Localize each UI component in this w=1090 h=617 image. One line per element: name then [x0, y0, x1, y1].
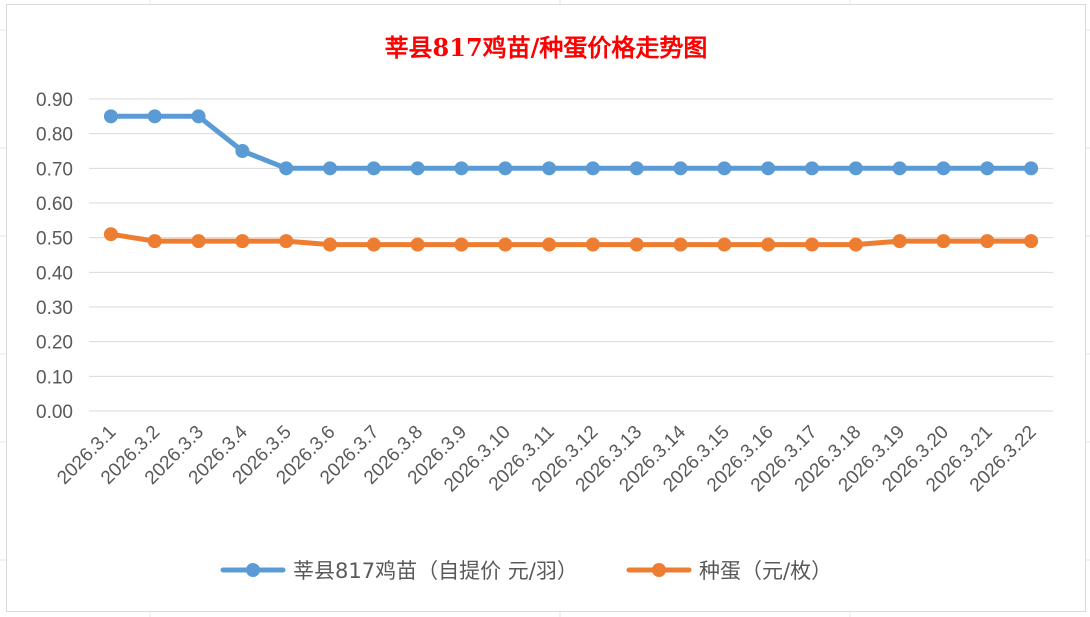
data-point[interactable]: [323, 237, 337, 252]
series-line[interactable]: [108, 113, 1034, 171]
data-point[interactable]: [936, 234, 951, 249]
data-point[interactable]: [323, 161, 337, 176]
legend: 莘县817鸡苗（自提价 元/羽） 种蛋（元/枚）: [220, 559, 832, 583]
legend-label: 莘县817鸡苗（自提价 元/羽）: [293, 559, 578, 583]
data-point[interactable]: [147, 109, 162, 124]
data-point[interactable]: [235, 234, 250, 249]
data-point[interactable]: [103, 227, 118, 242]
data-point[interactable]: [235, 144, 250, 158]
data-point[interactable]: [673, 161, 688, 176]
y-tick-label: 0.80: [36, 125, 73, 146]
y-axis-ticks: 0.00 0.10 0.20 0.30 0.40 0.50 0.60 0.70 0.80 0.90: [36, 90, 73, 423]
data-point[interactable]: [761, 161, 776, 176]
series-line[interactable]: [108, 231, 1034, 248]
legend-item-1[interactable]: 莘县817鸡苗（自提价 元/羽）: [220, 559, 578, 583]
legend-item-2[interactable]: 种蛋（元/枚）: [626, 559, 832, 583]
y-tick-label: 0.30: [36, 298, 73, 319]
data-point[interactable]: [454, 237, 469, 252]
y-tick-label: 0.90: [36, 90, 73, 111]
y-tick-label: 0.50: [36, 229, 73, 250]
data-point[interactable]: [191, 234, 206, 249]
legend-label: 种蛋（元/枚）: [699, 559, 832, 583]
x-axis-ticks: 2026.3.12026.3.22026.3.32026.3.42026.3.5…: [53, 421, 1040, 496]
data-point[interactable]: [542, 237, 557, 252]
data-point[interactable]: [498, 237, 513, 252]
data-point[interactable]: [410, 237, 425, 252]
data-point[interactable]: [410, 161, 425, 176]
chart-canvas: 莘县817鸡苗/种蛋价格走势图 0.00 0.10 0.20 0.30 0.40 0.50…: [36, 33, 1053, 583]
data-point[interactable]: [892, 234, 907, 249]
y-tick-label: 0.10: [36, 367, 73, 388]
data-point[interactable]: [585, 161, 600, 176]
series-2[interactable]: [103, 227, 1039, 252]
data-point[interactable]: [673, 237, 688, 252]
data-point[interactable]: [498, 161, 513, 176]
legend-marker-swatch: [246, 563, 260, 577]
data-point[interactable]: [980, 161, 995, 176]
data-point[interactable]: [279, 161, 294, 176]
chart-area[interactable]: 莘县817鸡苗/种蛋价格走势图 0.00 0.10 0.20 0.30 0.40 0.50…: [6, 4, 1086, 612]
data-point[interactable]: [761, 237, 776, 252]
data-point[interactable]: [366, 161, 381, 176]
data-point[interactable]: [892, 161, 907, 176]
series-layer: [103, 109, 1039, 252]
y-tick-label: 0.20: [36, 333, 73, 354]
data-point[interactable]: [1024, 161, 1039, 176]
data-point[interactable]: [805, 161, 819, 176]
data-point[interactable]: [980, 234, 995, 249]
data-point[interactable]: [848, 237, 863, 252]
data-point[interactable]: [279, 234, 294, 249]
series-1[interactable]: [103, 109, 1039, 176]
y-tick-label: 0.60: [36, 194, 73, 215]
data-point[interactable]: [366, 237, 381, 252]
chart-title: 莘县817鸡苗/种蛋价格走势图: [385, 33, 708, 62]
data-point[interactable]: [717, 237, 732, 252]
legend-marker-swatch: [652, 563, 666, 577]
data-point[interactable]: [1024, 234, 1039, 249]
y-tick-label: 0.40: [36, 263, 73, 284]
data-point[interactable]: [717, 161, 732, 176]
y-tick-label: 0.70: [36, 159, 73, 180]
y-tick-label: 0.00: [36, 402, 73, 423]
data-point[interactable]: [848, 161, 863, 176]
data-point[interactable]: [191, 109, 206, 124]
data-point[interactable]: [454, 161, 469, 176]
data-point[interactable]: [629, 161, 644, 176]
data-point[interactable]: [936, 161, 951, 176]
data-point[interactable]: [805, 237, 819, 252]
data-point[interactable]: [585, 237, 600, 252]
data-point[interactable]: [542, 161, 557, 176]
data-point[interactable]: [629, 237, 644, 252]
data-point[interactable]: [147, 234, 162, 249]
data-point[interactable]: [103, 109, 118, 124]
